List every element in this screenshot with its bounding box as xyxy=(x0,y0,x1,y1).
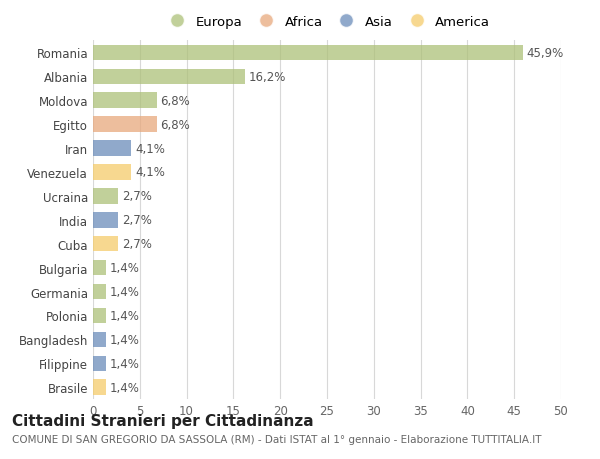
Text: 2,7%: 2,7% xyxy=(122,238,152,251)
Text: COMUNE DI SAN GREGORIO DA SASSOLA (RM) - Dati ISTAT al 1° gennaio - Elaborazione: COMUNE DI SAN GREGORIO DA SASSOLA (RM) -… xyxy=(12,434,542,444)
Text: 4,1%: 4,1% xyxy=(135,166,165,179)
Bar xyxy=(93,380,106,395)
Text: 1,4%: 1,4% xyxy=(110,309,140,322)
Bar xyxy=(93,213,118,228)
Bar xyxy=(93,141,131,157)
Text: 1,4%: 1,4% xyxy=(110,262,140,274)
Text: 1,4%: 1,4% xyxy=(110,333,140,346)
Bar xyxy=(93,69,245,85)
Bar xyxy=(93,93,157,109)
Text: 2,7%: 2,7% xyxy=(122,214,152,227)
Text: 1,4%: 1,4% xyxy=(110,381,140,394)
Legend: Europa, Africa, Asia, America: Europa, Africa, Asia, America xyxy=(161,13,493,31)
Bar xyxy=(93,189,118,204)
Bar xyxy=(93,284,106,300)
Text: 2,7%: 2,7% xyxy=(122,190,152,203)
Bar xyxy=(93,356,106,371)
Text: 16,2%: 16,2% xyxy=(248,71,286,84)
Text: 4,1%: 4,1% xyxy=(135,142,165,155)
Text: 45,9%: 45,9% xyxy=(526,47,563,60)
Text: 6,8%: 6,8% xyxy=(160,95,190,107)
Bar xyxy=(93,236,118,252)
Text: 1,4%: 1,4% xyxy=(110,285,140,298)
Bar xyxy=(93,260,106,276)
Bar xyxy=(93,117,157,133)
Text: 6,8%: 6,8% xyxy=(160,118,190,131)
Bar xyxy=(93,45,523,61)
Bar xyxy=(93,308,106,324)
Bar xyxy=(93,332,106,347)
Text: 1,4%: 1,4% xyxy=(110,357,140,370)
Text: Cittadini Stranieri per Cittadinanza: Cittadini Stranieri per Cittadinanza xyxy=(12,413,314,428)
Bar xyxy=(93,165,131,180)
